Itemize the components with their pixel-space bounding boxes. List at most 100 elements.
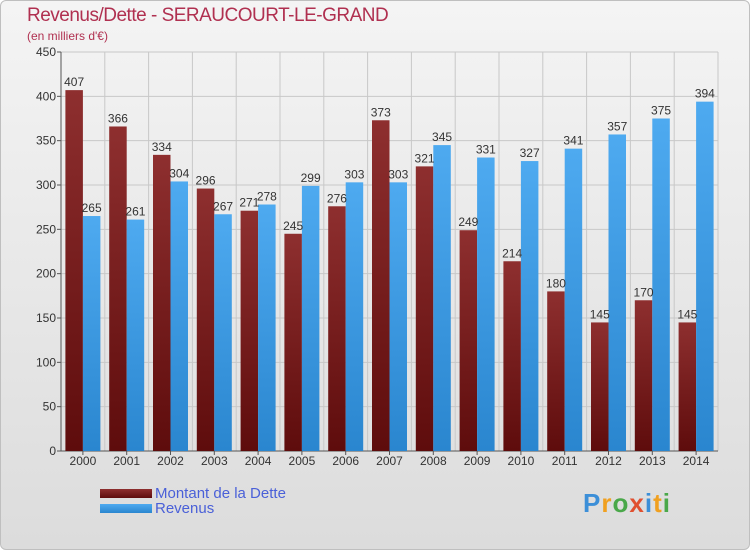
x-tick-label: 2013 bbox=[639, 454, 666, 468]
legend-label-debt: Montant de la Dette bbox=[155, 485, 286, 502]
value-label-dette: 145 bbox=[590, 307, 610, 321]
bar-revenus bbox=[608, 134, 626, 451]
x-tick-label: 2000 bbox=[70, 454, 97, 468]
bar-revenus bbox=[696, 101, 714, 452]
bar-revenus bbox=[258, 204, 276, 451]
y-tick-label: 0 bbox=[49, 444, 56, 458]
y-tick-label: 150 bbox=[36, 311, 56, 325]
bar-dette bbox=[240, 210, 259, 451]
x-tick-label: 2006 bbox=[332, 454, 359, 468]
bar-revenus bbox=[564, 148, 583, 451]
bar-dette bbox=[153, 154, 171, 451]
bar-revenus bbox=[126, 219, 145, 451]
logo-letter: i bbox=[662, 488, 671, 518]
chart-title: Revenus/Dette - SERAUCOURT-LE-GRAND bbox=[27, 5, 389, 26]
value-label-dette: 170 bbox=[634, 285, 654, 299]
value-label-dette: 214 bbox=[502, 246, 522, 260]
bar-dette bbox=[284, 233, 302, 451]
bar-revenus bbox=[652, 118, 670, 451]
x-tick-label: 2008 bbox=[420, 454, 447, 468]
x-tick-label: 2014 bbox=[683, 454, 710, 468]
bar-revenus bbox=[433, 145, 451, 451]
value-label-revenus: 375 bbox=[651, 104, 671, 118]
value-label-revenus: 299 bbox=[301, 171, 321, 185]
proxiti-logo: Proxiti bbox=[583, 488, 671, 519]
bar-dette bbox=[328, 206, 346, 451]
value-label-revenus: 331 bbox=[476, 143, 496, 157]
bar-revenus bbox=[214, 214, 232, 451]
value-label-revenus: 303 bbox=[388, 167, 408, 181]
legend-swatch-revenus bbox=[100, 504, 152, 513]
y-tick-label: 400 bbox=[36, 89, 56, 103]
x-tick-label: 2005 bbox=[289, 454, 316, 468]
y-tick-label: 450 bbox=[36, 45, 56, 59]
y-tick-label: 350 bbox=[36, 134, 56, 148]
logo-letter: P bbox=[583, 488, 602, 518]
value-label-dette: 245 bbox=[283, 219, 303, 233]
value-label-revenus: 265 bbox=[82, 201, 102, 215]
logo-letter: t bbox=[653, 488, 663, 518]
value-label-dette: 407 bbox=[64, 75, 84, 89]
y-tick-label: 100 bbox=[36, 355, 56, 369]
bar-dette bbox=[591, 322, 609, 451]
value-label-dette: 321 bbox=[415, 151, 435, 165]
value-label-dette: 366 bbox=[108, 111, 128, 125]
value-label-dette: 249 bbox=[458, 215, 478, 229]
legend-swatch-debt bbox=[100, 489, 152, 498]
x-tick-label: 2002 bbox=[157, 454, 184, 468]
y-tick-label: 200 bbox=[36, 267, 56, 281]
logo-letter: r bbox=[601, 488, 613, 518]
y-tick-label: 250 bbox=[36, 222, 56, 236]
legend-label-revenus: Revenus bbox=[155, 500, 215, 517]
value-label-revenus: 304 bbox=[169, 166, 189, 180]
value-label-dette: 271 bbox=[239, 196, 259, 210]
value-label-dette: 180 bbox=[546, 276, 566, 290]
x-tick-label: 2007 bbox=[376, 454, 403, 468]
value-label-revenus: 341 bbox=[563, 134, 583, 148]
x-tick-label: 2012 bbox=[595, 454, 622, 468]
bar-revenus bbox=[170, 181, 188, 451]
value-label-revenus: 394 bbox=[695, 87, 715, 101]
value-label-revenus: 303 bbox=[344, 167, 364, 181]
logo-letter: x bbox=[629, 488, 645, 518]
value-label-dette: 373 bbox=[371, 105, 391, 119]
bar-dette bbox=[372, 120, 390, 452]
logo-letter: i bbox=[644, 488, 654, 518]
value-label-revenus: 278 bbox=[257, 190, 277, 204]
x-tick-label: 2010 bbox=[508, 454, 535, 468]
x-tick-label: 2011 bbox=[552, 454, 578, 468]
bar-dette bbox=[65, 90, 83, 452]
bar-dette bbox=[196, 188, 215, 451]
bar-dette bbox=[503, 261, 521, 451]
bar-dette bbox=[678, 322, 697, 451]
value-label-dette: 334 bbox=[152, 140, 172, 154]
x-tick-label: 2001 bbox=[113, 454, 140, 468]
bar-dette bbox=[459, 230, 478, 451]
bar-dette bbox=[415, 166, 434, 451]
y-tick-label: 300 bbox=[36, 178, 56, 192]
bar-revenus bbox=[389, 182, 407, 451]
bar-revenus bbox=[477, 157, 495, 451]
value-label-revenus: 327 bbox=[520, 146, 540, 160]
bar-revenus bbox=[520, 161, 539, 451]
logo-letter: o bbox=[612, 488, 630, 518]
chart-subtitle: (en milliers d'€) bbox=[27, 29, 108, 43]
x-tick-label: 2009 bbox=[464, 454, 491, 468]
y-tick-label: 50 bbox=[43, 400, 57, 414]
x-tick-label: 2004 bbox=[245, 454, 272, 468]
bar-revenus bbox=[301, 185, 320, 452]
bar-revenus bbox=[82, 216, 101, 451]
value-label-revenus: 345 bbox=[432, 130, 452, 144]
value-label-dette: 296 bbox=[196, 174, 216, 188]
value-label-dette: 276 bbox=[327, 191, 347, 205]
value-label-revenus: 357 bbox=[607, 119, 627, 133]
value-label-revenus: 267 bbox=[213, 199, 233, 213]
x-tick-label: 2003 bbox=[201, 454, 228, 468]
bar-dette bbox=[547, 291, 565, 451]
bar-revenus bbox=[345, 182, 364, 451]
value-label-dette: 145 bbox=[677, 307, 697, 321]
value-label-revenus: 261 bbox=[125, 205, 145, 219]
bar-dette bbox=[109, 126, 127, 451]
bar-dette bbox=[634, 300, 653, 451]
